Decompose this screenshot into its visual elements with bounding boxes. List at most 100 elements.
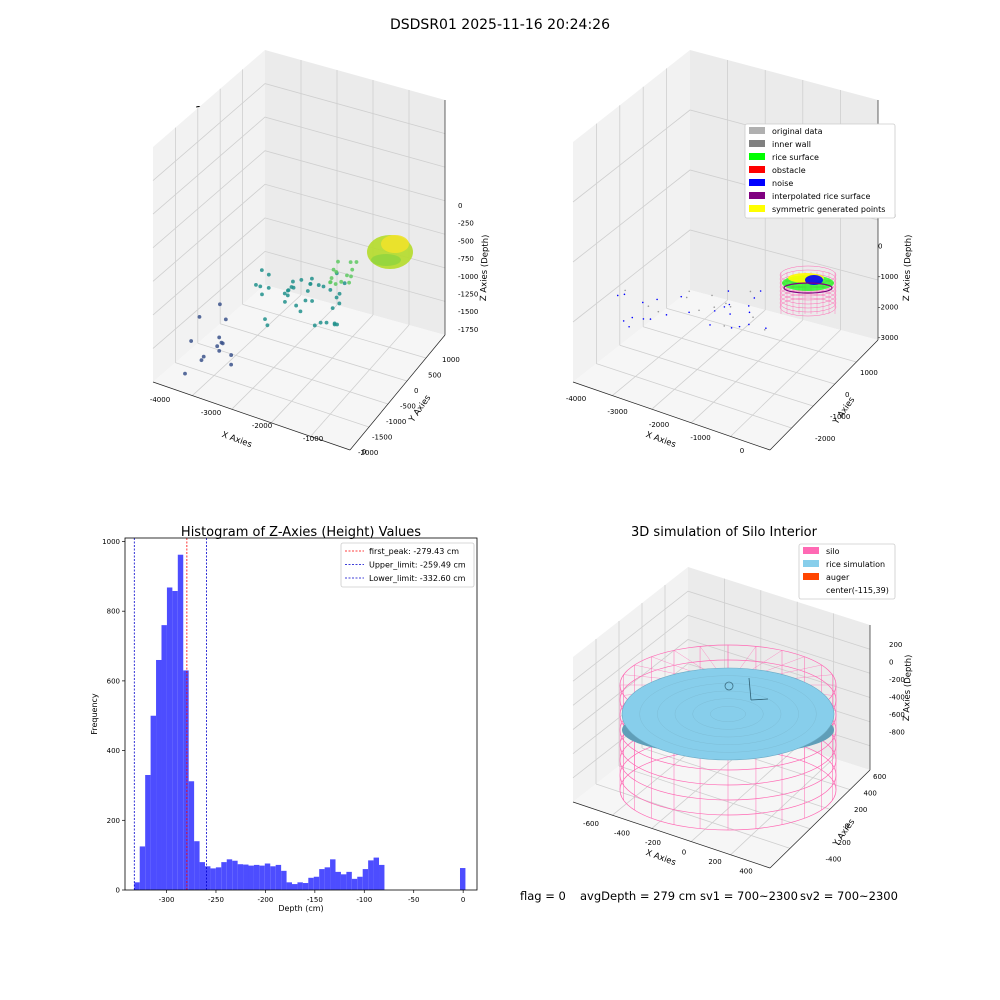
data-point [334,270,339,274]
data-point [260,292,264,297]
auger [750,698,769,701]
data-point [624,289,626,292]
plot-frame [124,537,478,891]
data-point [336,259,340,264]
pane-floor [573,290,878,450]
data-point [328,288,333,292]
histogram-bar [308,877,314,890]
data-cluster [381,235,409,253]
data-point [622,320,625,322]
y-tick-label: -2000 [358,449,378,457]
data-point [218,302,222,307]
rice-surface-mesh [657,683,799,745]
z-tick-label: -400 [889,694,905,702]
grid-line [572,229,879,323]
data-point [266,285,271,290]
grid-line [641,747,831,810]
z-tick-label: -3000 [878,334,898,342]
y-tick-label: 0 [414,387,418,395]
z-tick-label: 0 [889,659,893,667]
legend-label: noise [772,179,793,188]
data-point [215,344,220,349]
axis-line [152,381,351,451]
legend-swatch [803,560,819,567]
pane-floor [153,285,445,450]
data-point [623,293,626,296]
data-point [258,284,263,289]
z-tick-label: -1250 [458,291,478,299]
y-tick-label: -1000 [386,418,406,426]
legend-label: symmetric generated points [772,205,885,214]
legend-swatch [749,192,765,199]
x-tick-label: -200 [257,896,273,904]
histogram-bar [237,864,244,890]
grid-line [152,183,446,282]
axis-line [349,334,446,451]
data-point [747,305,750,307]
histogram-bar [302,883,309,890]
data-point [331,267,336,272]
data-point [753,297,756,299]
data-point [254,282,258,287]
histogram-bar [210,868,216,890]
data-point [748,323,750,326]
histogram-bar [243,864,249,890]
legend-swatch [749,205,765,212]
data-point [282,291,287,296]
data-point [217,335,222,340]
rice-surface-mesh [674,690,782,738]
data-point [332,322,337,327]
legend-swatch [749,153,765,160]
data-point [729,313,731,315]
x-tick-label: -1000 [303,435,323,443]
data-point [765,327,767,329]
data-point [189,339,194,343]
y-tick-label: -2000 [815,435,835,443]
y-tick-label: -500 [400,403,416,411]
z-tick-label: -600 [889,711,905,719]
legend: original data inner wall rice surface obsta… [744,123,896,219]
silo-wireframe [779,297,837,317]
y-tick-label: 600 [873,773,886,781]
data-point [283,299,287,304]
grid-line [618,765,811,830]
z-tick-label: -250 [458,220,474,228]
data-point [665,314,668,316]
data-point [266,272,271,277]
histogram-bar [188,781,195,890]
histogram-bar [204,866,211,890]
legend-label: center(-115,39) [826,586,889,595]
histogram-bar [232,860,238,890]
data-point [688,311,690,314]
histogram-bar [139,846,146,890]
y-tick-label: 1000 [442,356,460,364]
legend-frame [744,123,896,219]
histogram-bar [313,876,320,890]
histogram-bar [259,865,265,890]
legend-swatch [803,547,819,554]
x-tick-label: -400 [614,830,630,838]
legend-label: Upper_limit: -259.49 cm [369,561,466,570]
x-tick-label: -250 [208,896,224,904]
y-tick-label: 800 [107,608,120,616]
axis-line [572,801,771,869]
silo-wireframe [779,293,837,313]
data-point [730,327,733,329]
data-point [310,299,314,303]
grid-line [572,590,871,682]
rice-surface-mesh [710,706,746,722]
y-tick-label: -1000 [830,413,850,421]
histogram-bar [253,864,260,890]
legend-swatch [749,166,765,173]
chart-simulation: 3D simulation of Silo Interior -600 -400 -2… [572,525,914,876]
histogram-bar [286,882,293,890]
axis-line [769,769,871,869]
legend-frame [340,542,475,588]
x-tick-label: -1000 [690,434,710,442]
rice-surface-mesh [639,675,817,753]
data-point [354,260,359,264]
data-point [339,279,344,284]
histogram-bar [324,867,331,890]
histogram-bar [368,860,374,890]
histogram-bar [379,864,385,890]
